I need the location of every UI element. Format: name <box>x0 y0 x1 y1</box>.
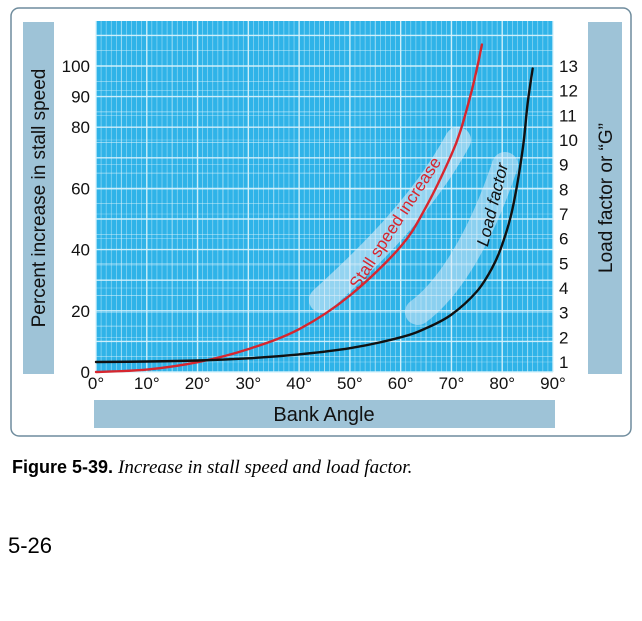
y-left-tick-label: 40 <box>71 241 90 260</box>
x-axis-label-band <box>94 400 555 428</box>
y-right-tick-label: 7 <box>559 205 568 224</box>
figure-caption: Figure 5-39. Increase in stall speed and… <box>12 457 412 479</box>
y-right-tick-label: 13 <box>559 57 578 76</box>
y-right-tick-label: 12 <box>559 82 578 101</box>
y-right-tick-label: 1 <box>559 353 568 372</box>
x-tick-label: 50° <box>337 374 363 393</box>
x-tick-label: 40° <box>286 374 312 393</box>
right-axis-label-band <box>588 22 622 374</box>
x-tick-label: 10° <box>134 374 160 393</box>
y-left-tick-label: 20 <box>71 302 90 321</box>
tick-labels: 0° 10° 20° 30° 40° 50° 60° 70° 80° 90° 0 20 40 60 80 90… <box>62 57 578 393</box>
y-right-tick-label: 2 <box>559 328 568 347</box>
y-right-tick-label: 4 <box>559 279 568 298</box>
y-right-tick-label: 10 <box>559 131 578 150</box>
y-right-tick-label: 9 <box>559 156 568 175</box>
x-tick-label: 90° <box>540 374 566 393</box>
y-right-tick-label: 11 <box>559 106 577 125</box>
y-left-tick-label: 80 <box>71 118 90 137</box>
y-left-tick-label: 60 <box>71 179 90 198</box>
y-axis-right-label: Load factor or “G” <box>596 123 617 273</box>
x-tick-label: 0° <box>88 374 104 393</box>
curve-label-highlights <box>309 127 518 325</box>
left-axis-label-band <box>23 22 54 374</box>
stall-label-highlight <box>309 127 471 313</box>
page-number: 5-26 <box>8 533 53 558</box>
y-right-tick-label: 6 <box>559 230 568 249</box>
x-tick-label: 60° <box>388 374 414 393</box>
figure-label: Figure 5-39. <box>12 457 114 477</box>
y-left-tick-label: 100 <box>62 57 90 76</box>
x-tick-label: 30° <box>235 374 261 393</box>
load-factor-curve <box>94 67 534 364</box>
y-left-tick-label: 90 <box>71 88 90 107</box>
load-label-highlight <box>405 152 518 325</box>
x-tick-label: 80° <box>489 374 515 393</box>
curves <box>94 43 534 374</box>
x-tick-label: 20° <box>185 374 211 393</box>
y-left-tick-label: 0 <box>81 363 90 382</box>
y-right-tick-label: 3 <box>559 304 568 323</box>
stall-speed-curve <box>94 43 484 374</box>
y-right-tick-label: 8 <box>559 180 568 199</box>
x-tick-label: 70° <box>439 374 465 393</box>
y-right-tick-label: 5 <box>559 254 568 273</box>
y-axis-left-label: Percent increase in stall speed <box>29 69 50 328</box>
x-axis-label: Bank Angle <box>273 404 374 426</box>
figure-caption-text: Increase in stall speed and load factor. <box>118 457 413 478</box>
grid <box>95 21 554 373</box>
